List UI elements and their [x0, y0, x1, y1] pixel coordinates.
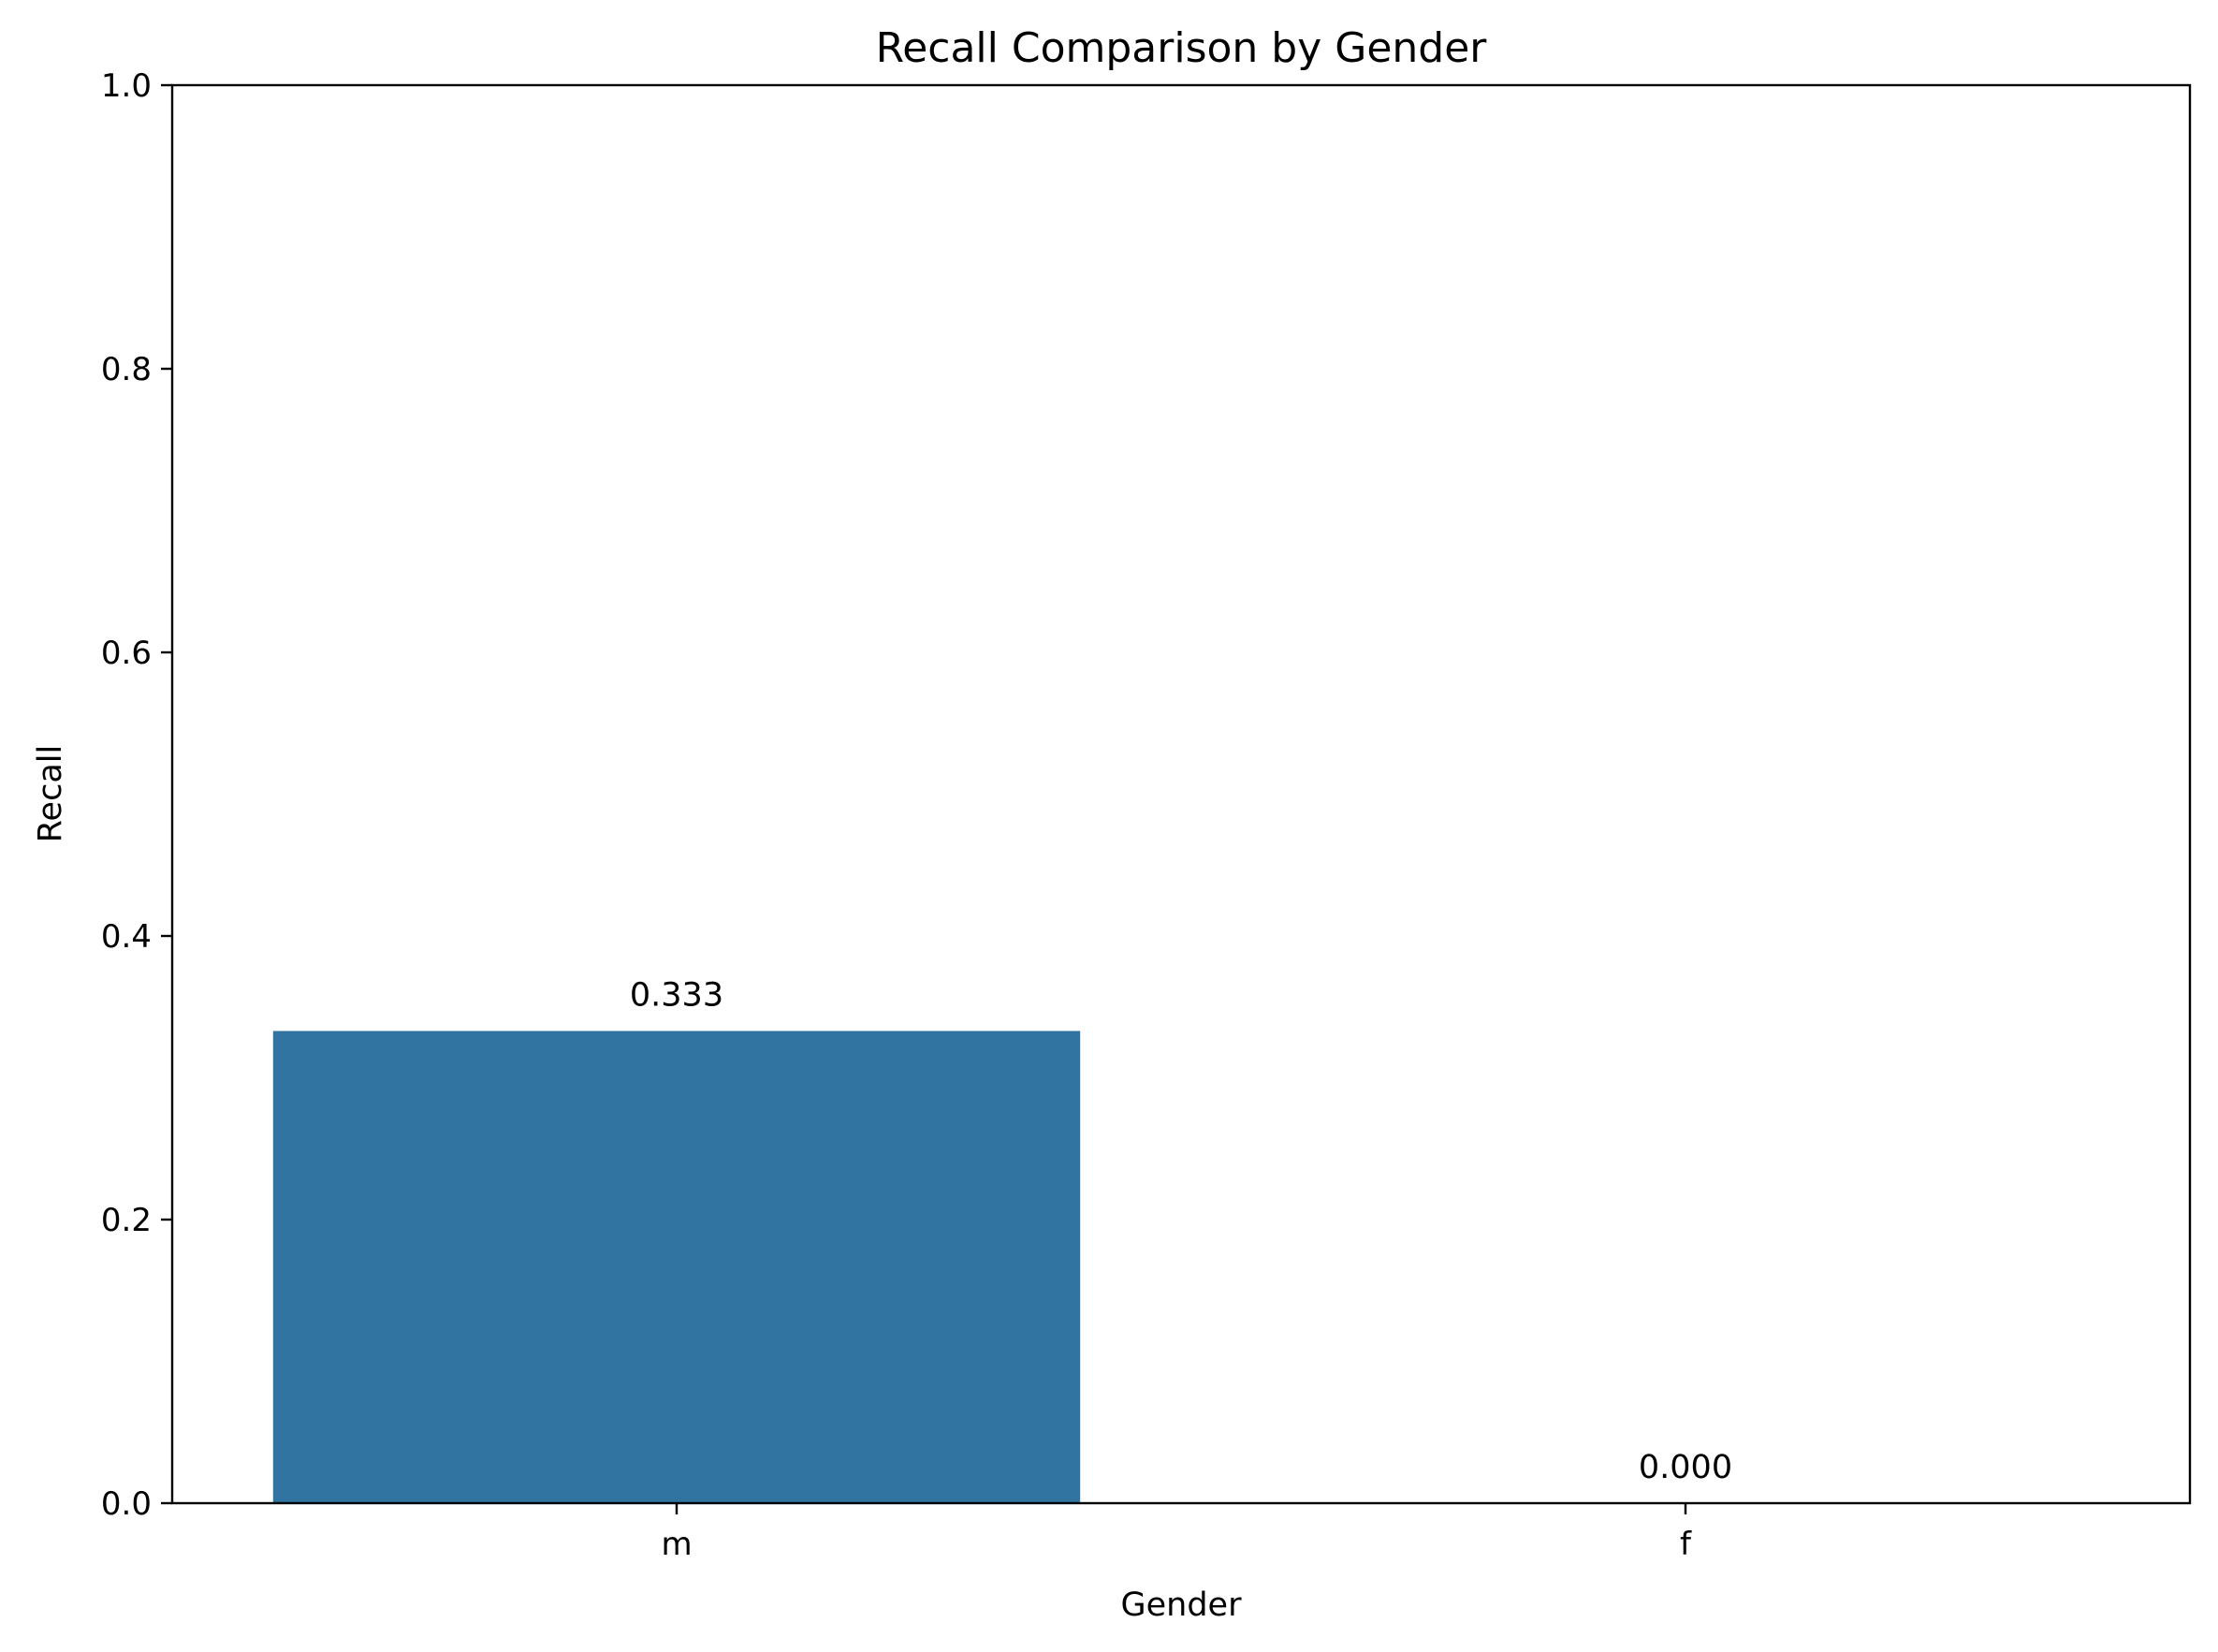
chart-title: Recall Comparison by Gender [876, 24, 1488, 72]
y-axis: 0.0 0.2 0.4 0.6 0.8 1.0 [101, 67, 172, 1523]
y-tick-label: 0.0 [101, 1485, 152, 1523]
bar-value-label-f: 0.000 [1639, 1449, 1732, 1486]
bar-value-label-m: 0.333 [630, 977, 723, 1015]
y-tick-label: 0.8 [101, 351, 152, 388]
y-tick-label: 0.6 [101, 635, 152, 672]
y-tick-label: 0.4 [101, 918, 152, 956]
x-tick-label-m: m [661, 1526, 692, 1563]
plot-frame [170, 83, 2192, 1505]
x-axis-label: Gender [1121, 1586, 1243, 1624]
x-tick-label-f: f [1680, 1526, 1692, 1563]
y-axis-label: Recall [32, 745, 69, 842]
plot-area: 0.333 0.000 [272, 977, 1732, 1503]
y-tick-label: 1.0 [101, 67, 152, 105]
bar-m [272, 1031, 1081, 1503]
y-tick-label: 0.2 [101, 1202, 152, 1239]
